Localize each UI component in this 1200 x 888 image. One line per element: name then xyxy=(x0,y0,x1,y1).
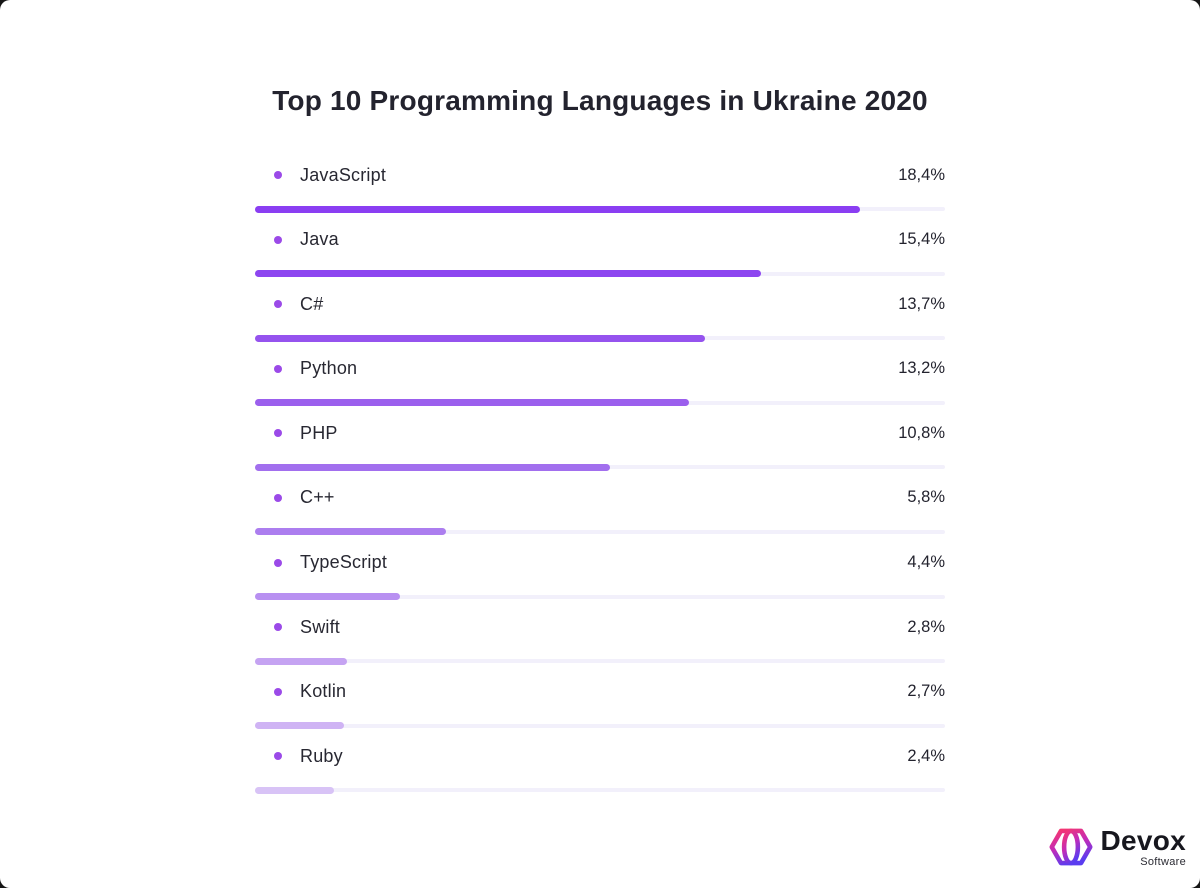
devox-hexagon-icon xyxy=(1049,828,1093,866)
language-label: PHP xyxy=(300,422,338,443)
chart-rows: JavaScript 18,4% Java 15,4% C# 13,7% Python 13,… xyxy=(255,148,945,794)
bullet-icon xyxy=(274,623,282,632)
bullet-icon xyxy=(274,752,282,761)
bullet-icon xyxy=(274,364,282,373)
bullet-icon xyxy=(274,687,282,696)
chart-row: TypeScript 4,4% xyxy=(255,536,945,601)
language-label: JavaScript xyxy=(300,164,387,185)
language-label: Python xyxy=(300,358,358,379)
bar-fill xyxy=(255,463,610,471)
brand-logo: Devox Software xyxy=(1049,824,1186,870)
chart-title: Top 10 Programming Languages in Ukraine … xyxy=(272,85,928,116)
value-label: 2,7% xyxy=(907,682,945,701)
value-label: 2,8% xyxy=(907,617,945,636)
language-label: Swift xyxy=(300,616,341,637)
bar-track xyxy=(255,334,945,342)
value-label: 18,4% xyxy=(898,165,945,184)
bar-track xyxy=(255,270,945,278)
bar-fill xyxy=(255,657,347,665)
bar-track xyxy=(255,722,945,730)
row-header: Java 15,4% xyxy=(255,213,945,253)
bullet-icon xyxy=(274,300,282,309)
bar-track xyxy=(255,593,945,601)
bar-track xyxy=(255,786,945,794)
language-label: TypeScript xyxy=(300,552,388,573)
row-header: C++ 5,8% xyxy=(255,471,945,511)
bullet-icon xyxy=(274,493,282,502)
bar-fill xyxy=(255,528,446,536)
bar-fill xyxy=(255,205,860,213)
brand-subtitle: Software xyxy=(1140,855,1186,868)
bar-track xyxy=(255,205,945,213)
row-header: JavaScript 18,4% xyxy=(255,148,945,188)
chart-row: C++ 5,8% xyxy=(255,471,945,536)
language-label: Kotlin xyxy=(300,681,347,702)
row-header: Swift 2,8% xyxy=(255,600,945,640)
bar-fill xyxy=(255,786,334,794)
row-header: Kotlin 2,7% xyxy=(255,665,945,705)
bullet-icon xyxy=(274,171,282,179)
chart-row: C# 13,7% xyxy=(255,277,945,342)
language-label: Ruby xyxy=(300,745,343,766)
brand-text: Devox Software xyxy=(1100,824,1186,868)
bar-fill xyxy=(255,399,689,407)
bar-fill xyxy=(255,334,706,342)
bullet-icon xyxy=(274,235,282,244)
bar-track xyxy=(255,463,945,471)
value-label: 13,2% xyxy=(898,359,945,378)
row-header: Python 13,2% xyxy=(255,342,945,382)
row-header: C# 13,7% xyxy=(255,277,945,317)
language-label: Java xyxy=(300,229,339,250)
bar-fill xyxy=(255,722,344,730)
row-header: TypeScript 4,4% xyxy=(255,536,945,576)
chart-row: Java 15,4% xyxy=(255,213,945,278)
value-label: 13,7% xyxy=(898,294,945,313)
row-header: PHP 10,8% xyxy=(255,406,945,446)
value-label: 15,4% xyxy=(898,230,945,249)
language-label: C# xyxy=(300,293,324,314)
bullet-icon xyxy=(274,429,282,438)
bar-track xyxy=(255,399,945,407)
bar-fill xyxy=(255,593,400,601)
chart-row: Swift 2,8% xyxy=(255,600,945,665)
brand-name: Devox xyxy=(1100,824,1186,856)
chart-row: PHP 10,8% xyxy=(255,406,945,471)
bullet-icon xyxy=(274,558,282,567)
row-header: Ruby 2,4% xyxy=(255,729,945,769)
bar-chart: JavaScript 18,4% Java 15,4% C# 13,7% Python 13,… xyxy=(255,148,945,794)
value-label: 10,8% xyxy=(898,423,945,442)
bar-fill xyxy=(255,270,761,278)
value-label: 5,8% xyxy=(907,488,945,507)
value-label: 4,4% xyxy=(907,553,945,572)
language-label: C++ xyxy=(300,487,335,508)
bar-track xyxy=(255,657,945,665)
chart-row: JavaScript 18,4% xyxy=(255,148,945,213)
chart-row: Kotlin 2,7% xyxy=(255,665,945,730)
value-label: 2,4% xyxy=(907,746,945,765)
chart-row: Python 13,2% xyxy=(255,342,945,407)
chart-row: Ruby 2,4% xyxy=(255,729,945,794)
bar-track xyxy=(255,528,945,536)
